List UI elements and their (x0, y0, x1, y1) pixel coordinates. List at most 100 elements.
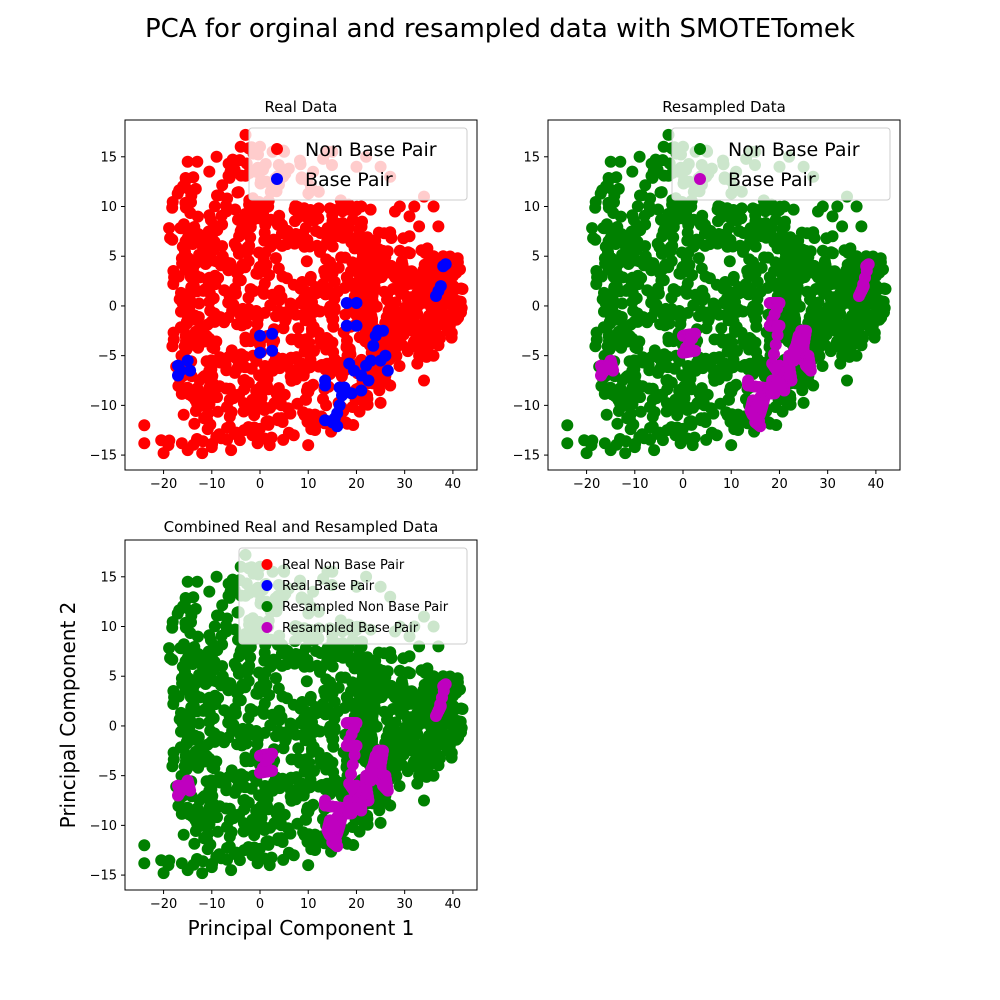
data-point (624, 413, 636, 426)
data-point (173, 604, 186, 617)
data-point (316, 286, 329, 299)
data-point (419, 691, 432, 704)
data-point (319, 379, 332, 392)
y-tick-label: 10 (523, 200, 540, 215)
data-point (600, 408, 613, 421)
data-point (260, 835, 273, 848)
data-point (430, 737, 443, 750)
data-point (838, 244, 851, 257)
data-point (422, 729, 435, 742)
data-point (721, 345, 734, 358)
x-tick-label: 40 (445, 897, 462, 912)
data-point (214, 776, 227, 789)
data-point (335, 251, 348, 264)
data-point (744, 235, 757, 248)
data-point (138, 857, 151, 870)
data-point (167, 333, 180, 346)
data-point (408, 759, 421, 772)
data-point (175, 706, 187, 719)
data-point (279, 734, 292, 747)
data-point (389, 691, 402, 704)
data-point (672, 429, 685, 442)
x-tick-label: −10 (621, 477, 648, 492)
x-tick-label: 10 (300, 477, 317, 492)
data-point (181, 354, 194, 367)
data-point (456, 283, 469, 295)
data-point (769, 338, 782, 351)
data-point (614, 382, 627, 395)
data-point (216, 179, 229, 192)
legend-marker (261, 580, 273, 591)
data-point (610, 280, 623, 293)
data-point (818, 255, 831, 268)
data-point (260, 415, 273, 428)
data-point (199, 258, 212, 270)
data-point (268, 397, 281, 409)
data-point (201, 413, 213, 426)
data-point (213, 380, 226, 393)
data-point (699, 239, 712, 252)
data-point (244, 283, 257, 296)
data-point (184, 691, 197, 703)
data-point (657, 140, 670, 153)
data-point (304, 694, 317, 707)
data-point (599, 297, 612, 310)
data-point (379, 349, 392, 362)
data-point (850, 250, 863, 263)
data-point (841, 374, 853, 387)
legend-marker (261, 622, 273, 633)
data-point (317, 393, 329, 406)
data-point (162, 439, 175, 452)
data-point (788, 309, 801, 322)
data-point (276, 659, 289, 672)
data-point (628, 441, 641, 454)
data-point (181, 864, 194, 877)
data-point (196, 435, 209, 448)
data-point (561, 437, 574, 450)
data-point (629, 233, 642, 246)
data-point (341, 334, 353, 347)
series-1 (595, 258, 875, 433)
data-point (275, 711, 288, 724)
data-point (364, 203, 377, 216)
data-point (637, 356, 650, 369)
data-point (445, 751, 458, 764)
legend-marker (271, 143, 283, 155)
data-point (188, 417, 201, 430)
data-point (405, 291, 418, 304)
x-tick-label: 30 (819, 477, 836, 492)
data-point (191, 155, 204, 168)
data-point (620, 284, 633, 297)
data-point (335, 671, 348, 684)
data-point (385, 259, 398, 272)
data-point (747, 308, 760, 321)
data-point (722, 314, 735, 327)
data-point (622, 258, 635, 270)
data-point (387, 283, 399, 295)
data-point (874, 295, 887, 307)
data-point (314, 647, 327, 659)
data-point (335, 370, 348, 383)
data-point (288, 657, 301, 670)
subplot-2: −20 −10 0 10 20 30 40 −15 −10 −5 0 5 10 15 Resampled D… (513, 98, 901, 492)
data-point (268, 817, 281, 829)
data-point (874, 252, 887, 265)
data-point (201, 809, 214, 822)
data-point (199, 750, 212, 762)
data-point (826, 319, 839, 332)
data-point (303, 240, 316, 253)
data-point (299, 641, 312, 654)
data-point (758, 251, 771, 264)
data-point (187, 171, 200, 184)
data-point (294, 702, 307, 715)
data-point (355, 384, 368, 397)
data-point (258, 726, 271, 739)
data-point (720, 292, 733, 305)
y-tick-label: −5 (521, 349, 540, 364)
data-point (691, 397, 704, 409)
data-point (191, 382, 204, 395)
data-point (403, 667, 416, 680)
data-point (643, 205, 656, 218)
data-point (312, 212, 325, 225)
y-tick-label: 0 (532, 299, 540, 314)
